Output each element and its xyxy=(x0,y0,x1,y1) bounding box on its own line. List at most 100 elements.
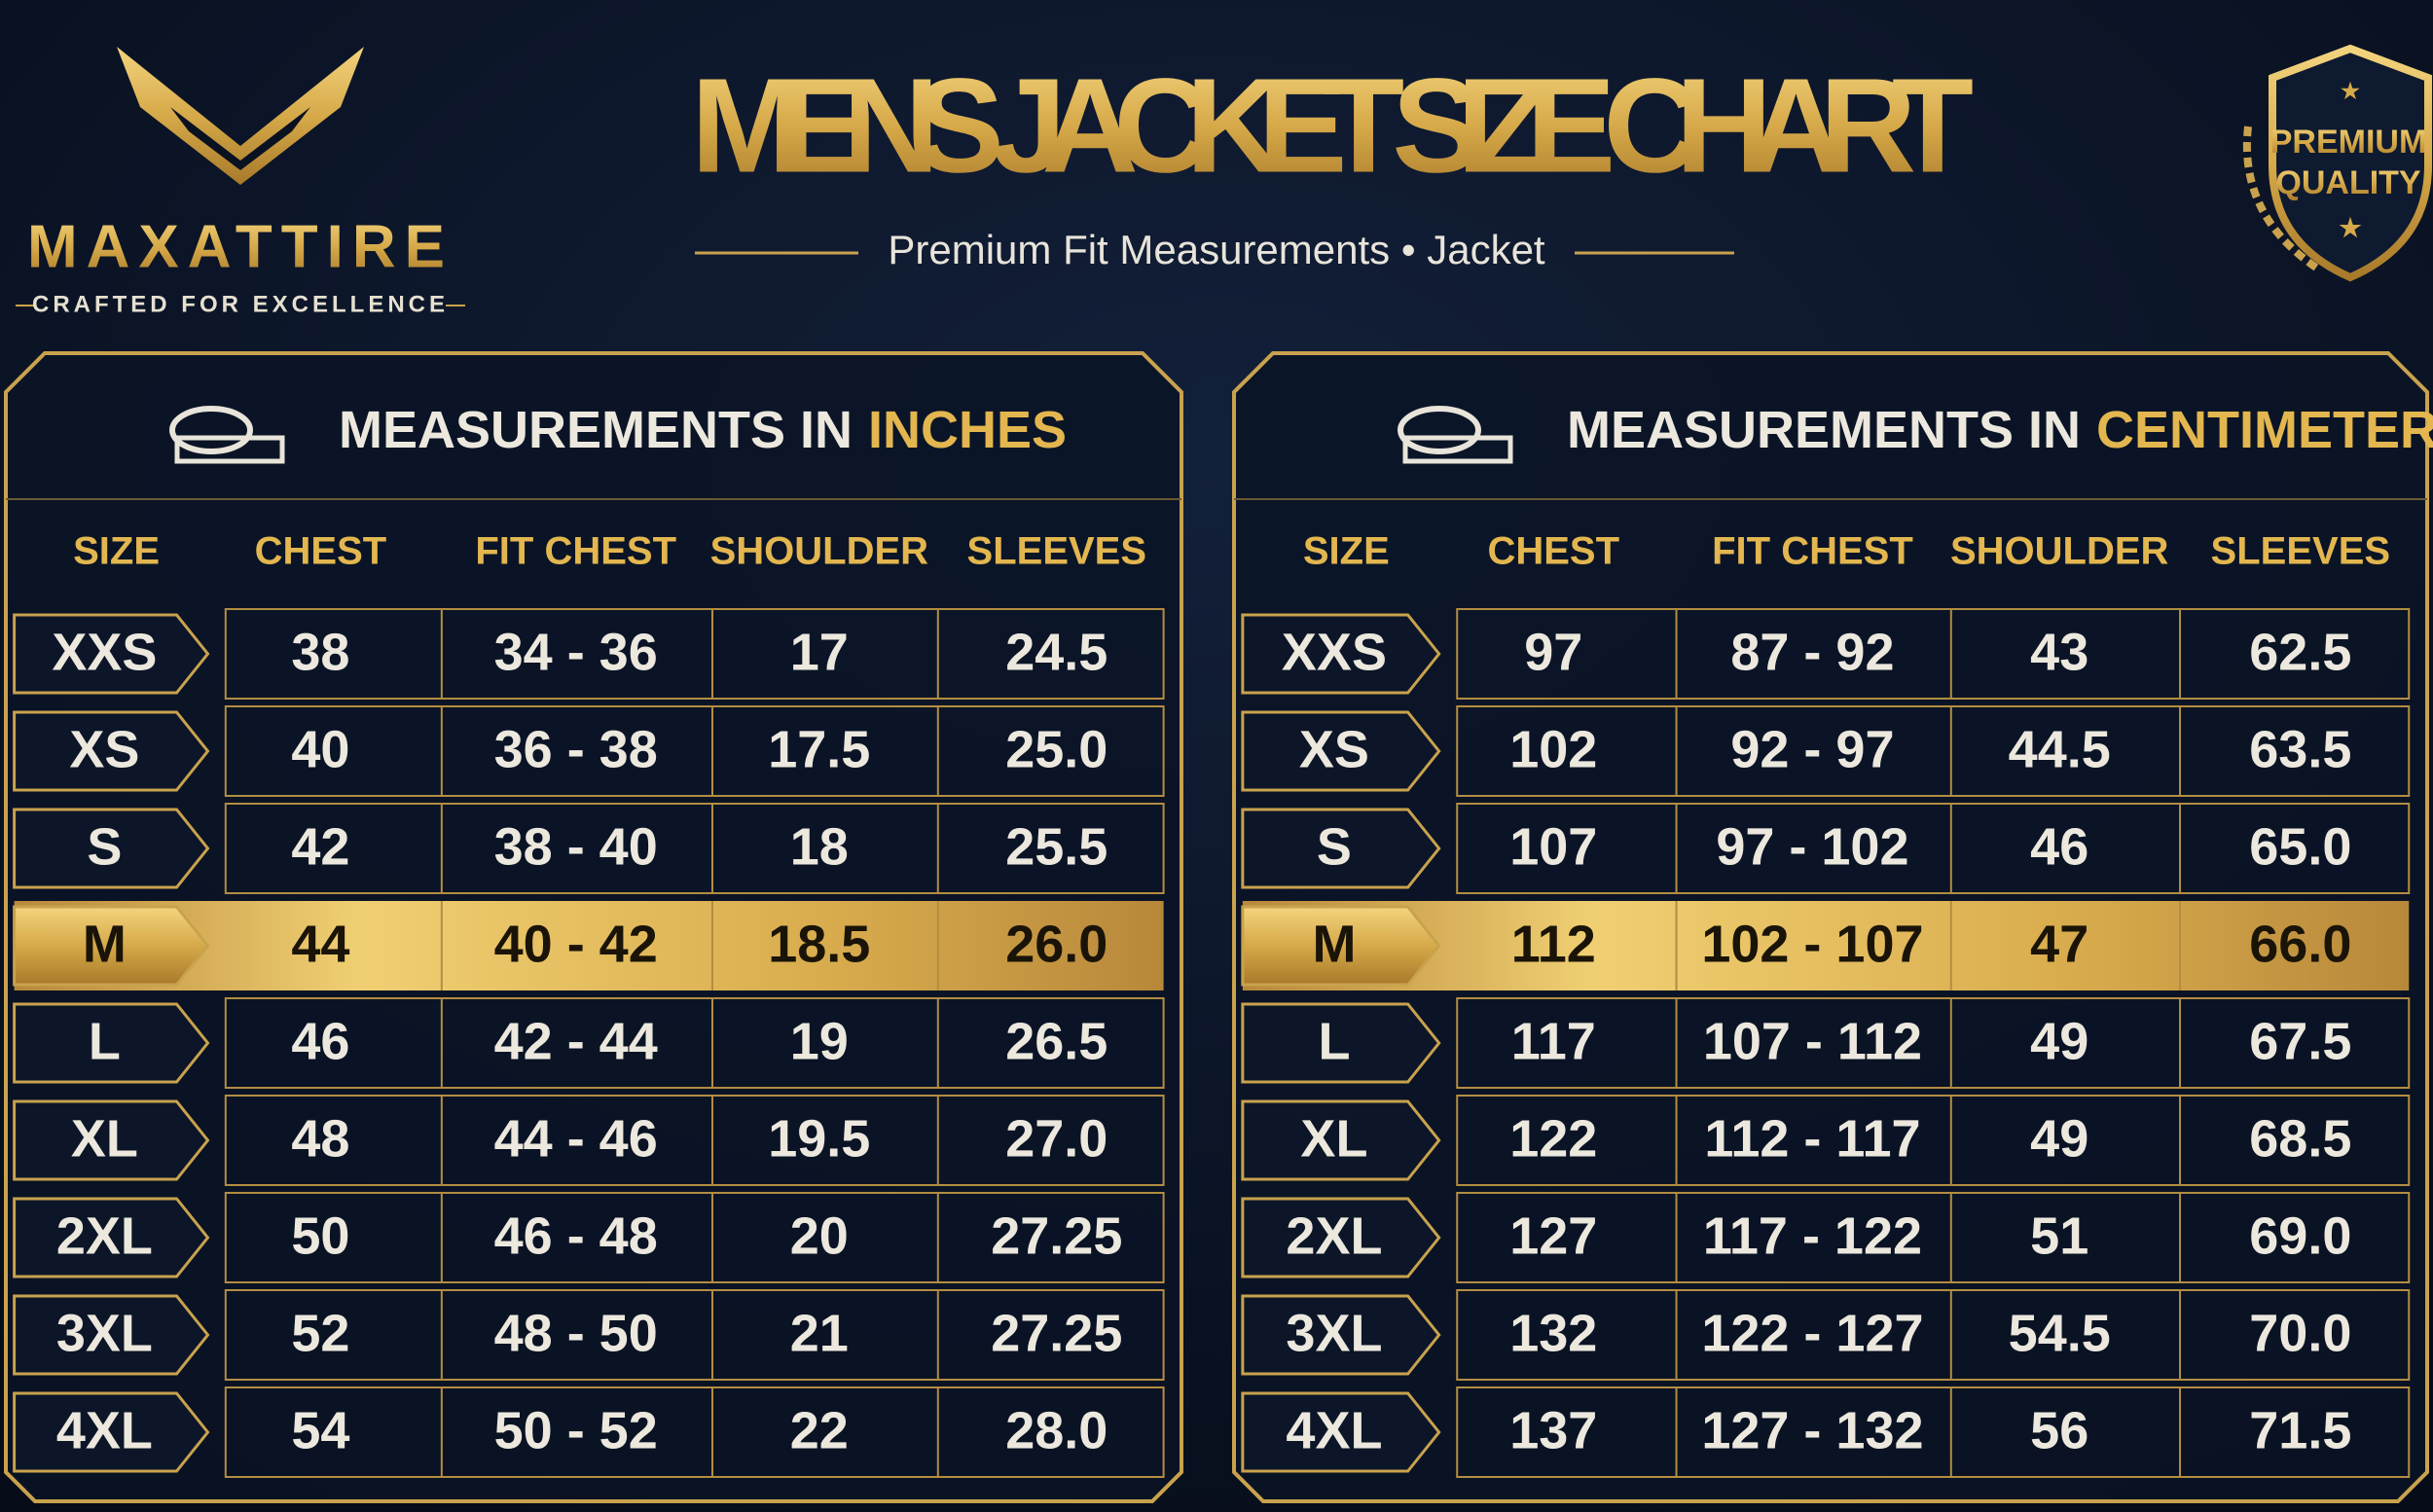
row-box xyxy=(1456,997,2411,1089)
size-label: XL xyxy=(1300,1109,1367,1168)
size-tag xyxy=(13,1099,210,1181)
cell: 92 - 97 xyxy=(1730,720,1894,778)
cell: 34 - 36 xyxy=(494,623,658,681)
column-header: CHEST xyxy=(1487,530,1619,573)
size-label: XXS xyxy=(1282,623,1387,681)
row-box xyxy=(224,1095,1165,1186)
size-tag xyxy=(1241,808,1441,889)
cell: 54.5 xyxy=(2009,1304,2111,1362)
cell: 44.5 xyxy=(2009,720,2111,778)
size-tag xyxy=(13,1294,210,1376)
cell: 107 - 112 xyxy=(1703,1012,1922,1070)
row-box xyxy=(1456,1289,2411,1381)
size-label: 4XL xyxy=(56,1401,153,1459)
cell: 49 xyxy=(2030,1012,2088,1070)
tape-icon xyxy=(1402,435,1513,464)
size-label: 4XL xyxy=(1286,1401,1382,1459)
size-label: 2XL xyxy=(56,1206,153,1265)
cell: 25.0 xyxy=(1005,720,1108,778)
cell: 48 - 50 xyxy=(494,1304,658,1362)
cell: 22 xyxy=(790,1401,849,1459)
column-header: SLEEVES xyxy=(967,530,1147,573)
cell: 44 xyxy=(291,915,349,973)
cell: 54 xyxy=(291,1401,349,1459)
row-box xyxy=(1456,608,2411,700)
cell: 17.5 xyxy=(768,720,870,778)
cell: 47 xyxy=(2030,915,2088,973)
cell: 127 - 132 xyxy=(1701,1401,1923,1459)
row-box xyxy=(224,1386,1165,1478)
size-label: XL xyxy=(71,1109,138,1168)
cell: 137 xyxy=(1509,1401,1597,1459)
badge-star: ★ xyxy=(2339,213,2362,242)
row-box xyxy=(1456,1192,2411,1283)
cell: 17 xyxy=(790,623,849,681)
cell: 42 - 44 xyxy=(494,1012,658,1070)
cell: 102 - 107 xyxy=(1701,915,1923,973)
cell: 70.0 xyxy=(2249,1304,2351,1362)
cell: 49 xyxy=(2030,1109,2088,1168)
cell: 107 xyxy=(1509,817,1597,876)
column-header: SHOULDER xyxy=(710,530,929,573)
cell: 27.25 xyxy=(991,1206,1122,1265)
row-box xyxy=(224,1192,1165,1283)
cell: 127 xyxy=(1509,1206,1597,1265)
row-box xyxy=(1456,1095,2411,1186)
column-header: SIZE xyxy=(73,530,160,573)
heading-unit: INCHES xyxy=(868,401,1067,459)
size-tag xyxy=(1241,613,1441,695)
row-box xyxy=(1456,1386,2411,1478)
cell: 48 xyxy=(291,1109,349,1168)
cell: 38 xyxy=(291,623,349,681)
badge-text: QUALITY xyxy=(2275,164,2421,201)
size-tag xyxy=(13,1002,210,1084)
size-tag xyxy=(1241,1391,1441,1473)
cell: 18.5 xyxy=(768,915,870,973)
badge-text: PREMIUM xyxy=(2270,124,2427,161)
size-label: L xyxy=(1318,1012,1350,1070)
badge-shield xyxy=(2269,44,2432,282)
size-tag xyxy=(13,808,210,889)
cell: 112 xyxy=(1511,915,1596,973)
cell: 24.5 xyxy=(1005,623,1108,681)
tape-icon xyxy=(169,406,253,454)
cell: 46 - 48 xyxy=(494,1206,658,1265)
logo-mark xyxy=(117,47,364,185)
cell: 97 - 102 xyxy=(1716,817,1908,876)
cell: 28.0 xyxy=(1005,1401,1108,1459)
size-tag xyxy=(13,1197,210,1278)
cell: 46 xyxy=(291,1012,349,1070)
cell: 40 xyxy=(291,720,349,778)
cell: 65.0 xyxy=(2249,817,2351,876)
cell: 117 - 122 xyxy=(1703,1206,1922,1265)
cell: 27.25 xyxy=(991,1304,1122,1362)
badge-star: ★ xyxy=(2341,79,2360,103)
column-header: CHEST xyxy=(255,530,387,573)
cell: 68.5 xyxy=(2249,1109,2351,1168)
row-box xyxy=(1456,803,2411,894)
cell: 38 - 40 xyxy=(494,817,658,876)
size-tag xyxy=(13,905,210,987)
cell: 27.0 xyxy=(1005,1109,1108,1168)
cell: 69.0 xyxy=(2249,1206,2351,1265)
size-label: 3XL xyxy=(56,1304,153,1362)
column-header: FIT CHEST xyxy=(475,530,676,573)
column-header: SHOULDER xyxy=(1950,530,2169,573)
cell: 42 xyxy=(291,817,349,876)
cell: 132 xyxy=(1509,1304,1597,1362)
size-tag xyxy=(1241,905,1441,987)
heading-prefix: MEASUREMENTS IN xyxy=(339,401,853,459)
cell: 97 xyxy=(1524,623,1582,681)
cell: 71.5 xyxy=(2249,1401,2351,1459)
heading-prefix: MEASUREMENTS IN xyxy=(1567,401,2081,459)
row-box xyxy=(224,705,1165,797)
size-label: XXS xyxy=(52,623,157,681)
size-label: S xyxy=(1317,817,1352,876)
size-tag xyxy=(1241,1099,1441,1181)
cell: 87 - 92 xyxy=(1730,623,1894,681)
size-tag xyxy=(13,613,210,695)
cell: 25.5 xyxy=(1005,817,1108,876)
